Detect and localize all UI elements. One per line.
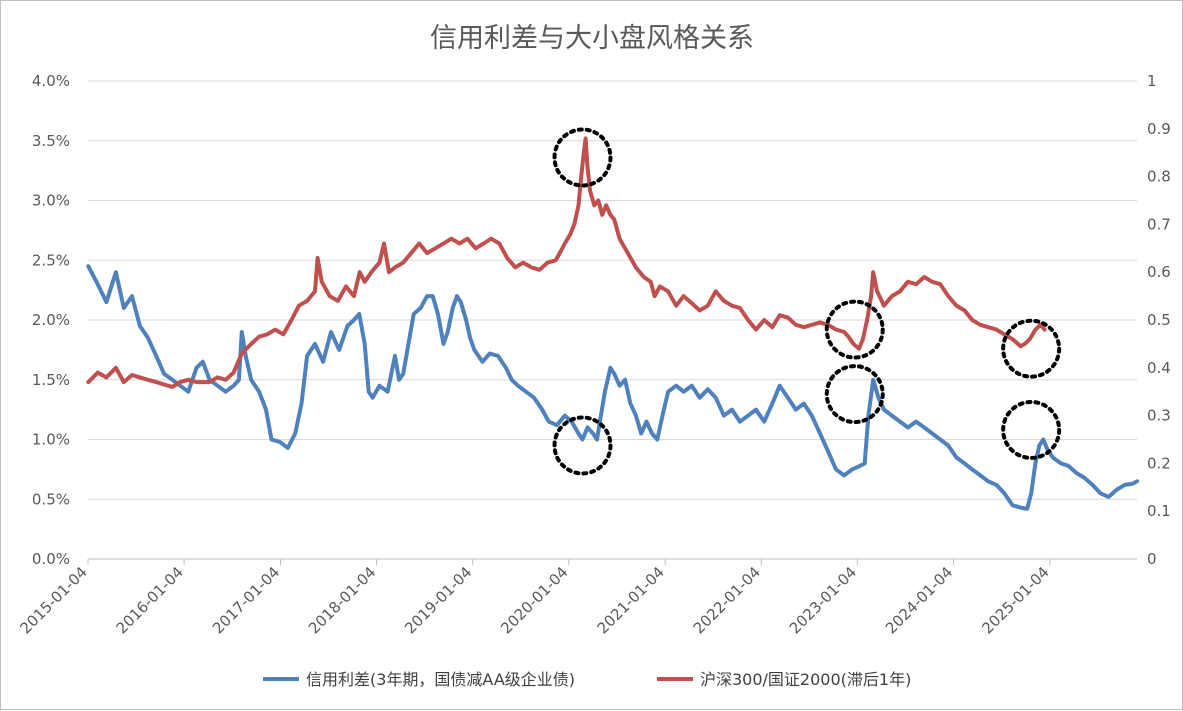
x-tick-label: 2021-01-04 — [594, 563, 668, 637]
right-tick-label: 0.2 — [1147, 454, 1171, 472]
chart-title: 信用利差与大小盘风格关系 — [430, 23, 754, 54]
annotation-circle — [552, 415, 613, 476]
left-tick-label: 2.0% — [32, 311, 70, 329]
right-tick-label: 0.1 — [1147, 502, 1171, 520]
x-tick-label: 2015-01-04 — [16, 563, 90, 637]
right-tick-label: 0.9 — [1147, 120, 1171, 138]
x-tick-label: 2022-01-04 — [690, 563, 764, 637]
annotation-circle — [824, 299, 885, 360]
left-tick-label: 0.0% — [32, 550, 70, 568]
legend-label-index-ratio: 沪深300/国证2000(滞后1年) — [700, 670, 911, 689]
left-axis-ticks: 0.0% 0.5% 1.0% 1.5% 2.0% 2.5% 3.0% 3.5% 4.0% — [32, 72, 70, 568]
left-tick-label: 1.0% — [32, 431, 70, 449]
x-axis: 2015-01-04 2016-01-04 2017-01-04 2018-01-04… — [16, 559, 1053, 637]
right-tick-label: 1 — [1147, 72, 1157, 90]
right-tick-label: 0.6 — [1147, 263, 1171, 281]
annotation-circle — [1001, 399, 1062, 460]
annotation-circle — [552, 127, 613, 188]
annotation-circle — [1001, 318, 1062, 379]
series-line-credit-spread — [86, 264, 1139, 511]
left-tick-label: 0.5% — [32, 490, 70, 508]
right-tick-label: 0.4 — [1147, 359, 1171, 377]
x-tick-label: 2023-01-04 — [786, 563, 860, 637]
annotation-circle — [824, 364, 885, 425]
left-tick-label: 3.5% — [32, 132, 70, 150]
annotations — [552, 127, 1062, 476]
left-tick-label: 4.0% — [32, 72, 70, 90]
right-tick-label: 0.5 — [1147, 311, 1171, 329]
left-tick-label: 1.5% — [32, 371, 70, 389]
right-tick-label: 0.7 — [1147, 215, 1171, 233]
x-tick-label: 2024-01-04 — [882, 563, 956, 637]
legend: 信用利差(3年期，国债减AA级企业债) 沪深300/国证2000(滞后1年) — [263, 670, 911, 689]
left-tick-label: 2.5% — [32, 251, 70, 269]
legend-label-credit-spread: 信用利差(3年期，国债减AA级企业债) — [306, 670, 575, 689]
x-tick-label: 2017-01-04 — [209, 563, 283, 637]
x-tick-label: 2019-01-04 — [401, 563, 475, 637]
x-tick-label: 2018-01-04 — [305, 563, 379, 637]
x-tick-label: 2025-01-04 — [978, 563, 1052, 637]
series-line-index-ratio — [86, 136, 1047, 389]
right-tick-label: 0 — [1147, 550, 1157, 568]
right-tick-label: 0.8 — [1147, 168, 1171, 186]
gridlines — [88, 80, 1137, 560]
x-tick-label: 2016-01-04 — [113, 563, 187, 637]
right-tick-label: 0.3 — [1147, 407, 1171, 425]
series-lines — [86, 136, 1139, 511]
right-axis-ticks: 0 0.1 0.2 0.3 0.4 0.5 0.6 0.7 0.8 0.9 1 — [1147, 72, 1171, 568]
x-tick-label: 2020-01-04 — [497, 563, 571, 637]
left-tick-label: 3.0% — [32, 192, 70, 210]
